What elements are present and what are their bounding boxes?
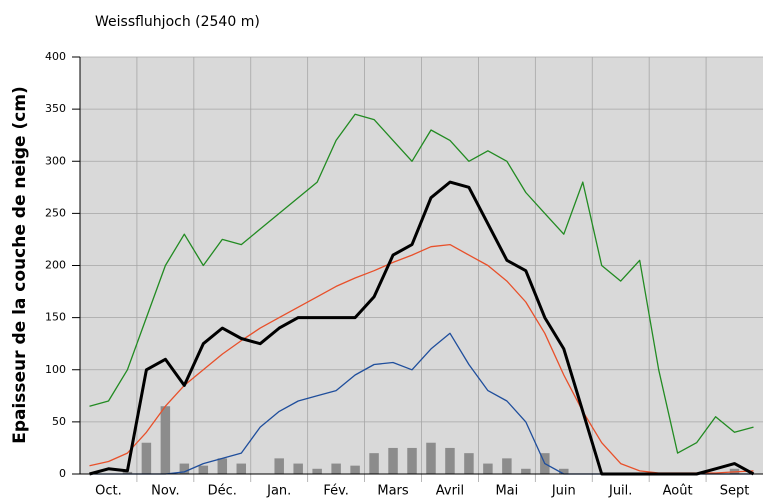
chart-title: Weissfluhjoch (2540 m): [95, 14, 260, 30]
bar: [426, 442, 436, 474]
x-tick-label: Nov.: [151, 484, 180, 499]
bar: [350, 465, 360, 474]
bar: [274, 458, 284, 474]
bar: [179, 463, 190, 474]
y-tick-label: 50: [52, 415, 66, 428]
bar: [236, 463, 247, 474]
y-tick-label: 350: [45, 102, 66, 115]
y-tick-label: 200: [45, 259, 66, 272]
line-series: [89, 243, 754, 474]
bar: [198, 465, 209, 474]
bar: [502, 458, 512, 474]
x-tick-label: Juil.: [608, 484, 632, 499]
bar: [312, 468, 322, 474]
bar: [559, 468, 569, 474]
y-tick-label: 400: [45, 50, 66, 63]
line-series: [89, 113, 754, 454]
y-tick-label: 250: [45, 206, 66, 219]
y-tick-label: 0: [59, 467, 66, 480]
bar: [521, 468, 531, 474]
bar: [331, 463, 341, 474]
x-tick-label: Avril: [436, 484, 464, 499]
x-tick-label: Juin: [551, 484, 576, 499]
bar: [293, 463, 303, 474]
bar: [122, 471, 133, 474]
x-tick-label: Jan.: [266, 484, 291, 499]
bar: [464, 453, 474, 474]
bar: [369, 453, 379, 474]
x-tick-label: Août: [663, 484, 693, 499]
bar: [160, 406, 171, 474]
y-tick-label: 150: [45, 311, 66, 324]
bar: [483, 463, 493, 474]
bar: [141, 442, 152, 474]
x-tick-label: Oct.: [95, 484, 122, 499]
y-tick-label: 100: [45, 363, 66, 376]
bar: [217, 458, 228, 474]
bar: [445, 447, 455, 474]
x-tick-label: Déc.: [208, 484, 237, 499]
y-axis-label: Epaisseur de la couche de neige (cm): [10, 86, 30, 444]
bar: [407, 447, 417, 474]
x-tick-label: Sept: [720, 484, 750, 499]
x-tick-label: Mars: [377, 484, 409, 499]
x-tick-label: Mai: [495, 484, 518, 499]
y-tick-label: 300: [45, 154, 66, 167]
bar: [388, 447, 398, 474]
x-tick-label: Fév.: [323, 484, 349, 499]
